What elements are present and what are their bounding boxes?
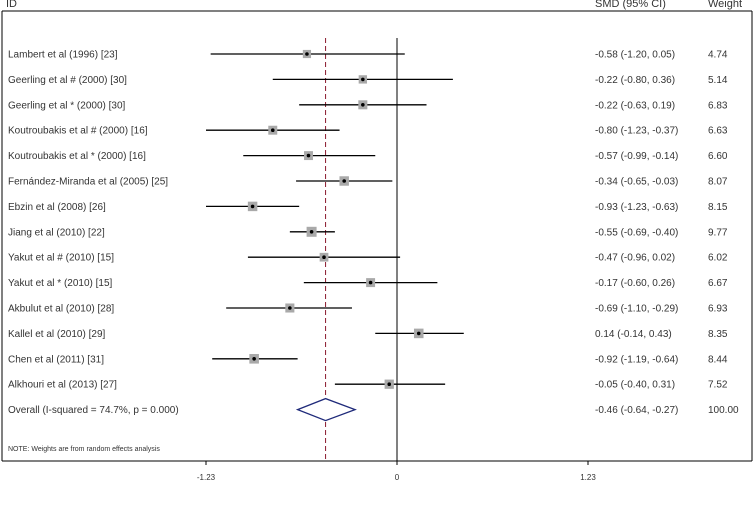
point-estimate: [361, 103, 365, 107]
point-estimate: [306, 153, 311, 158]
effect-ci-text: -0.47 (-0.96, 0.02): [595, 253, 675, 264]
study-row: Alkhouri et al (2013) [27] -0.05 (-0.40, …: [8, 379, 728, 391]
effect-ci-text: 0.14 (-0.14, 0.43): [595, 329, 672, 340]
overall-label: Overall (I-squared = 74.7%, p = 0.000): [8, 405, 179, 416]
study-row: Fernández-Miranda et al (2005) [25] -0.34…: [8, 176, 728, 188]
study-label: Yakut et al * (2010) [15]: [8, 278, 113, 289]
effect-ci-text: -0.17 (-0.60, 0.26): [595, 278, 675, 289]
x-tick-label: -1.23: [197, 473, 216, 482]
point-estimate: [361, 77, 365, 82]
study-row: Ebzin et al (2008) [26] -0.93 (-1.23, -0.…: [8, 201, 728, 213]
study-row: Lambert et al (1996) [23] -0.58 (-1.20, 0…: [8, 50, 728, 61]
point-estimate: [342, 179, 347, 183]
point-estimate: [322, 255, 326, 259]
weight-text: 7.52: [708, 380, 728, 391]
effect-ci-text: -0.58 (-1.20, 0.05): [595, 50, 675, 61]
study-label: Fernández-Miranda et al (2005) [25]: [8, 177, 168, 188]
effect-ci-text: -0.34 (-0.65, -0.03): [595, 177, 678, 188]
point-estimate: [252, 357, 256, 361]
plot-frame: [1, 10, 753, 462]
header-smd: SMD (95% CI): [595, 0, 666, 10]
weight-text: 6.02: [708, 253, 728, 264]
effect-ci-text: -0.55 (-0.69, -0.40): [595, 227, 678, 238]
weight-text: 6.83: [708, 100, 728, 111]
study-row: Chen et al (2011) [31] -0.92 (-1.19, -0.6…: [8, 354, 728, 365]
study-label: Akbulut et al (2010) [28]: [8, 304, 114, 315]
point-estimate: [288, 306, 292, 310]
study-label: Ebzin et al (2008) [26]: [8, 202, 106, 213]
study-label: Geerling et al # (2000) [30]: [8, 75, 127, 86]
study-label: Alkhouri et al (2013) [27]: [8, 380, 117, 391]
x-axis: -1.23 0 1.23: [197, 461, 596, 482]
weight-text: 6.67: [708, 278, 728, 289]
overall-weight-text: 100.00: [708, 405, 739, 416]
study-row: Kallel et al (2010) [29] 0.14 (-0.14, 0.4…: [8, 328, 728, 340]
study-row: Akbulut et al (2010) [28] -0.69 (-1.10, -…: [8, 303, 728, 315]
weight-text: 8.07: [708, 177, 728, 188]
weight-text: 9.77: [708, 227, 728, 238]
weights-note: NOTE: Weights are from random effects an…: [8, 446, 160, 453]
study-row: Koutroubakis et al # (2000) [16] -0.80 (-…: [8, 126, 728, 137]
effect-ci-text: -0.05 (-0.40, 0.31): [595, 380, 675, 391]
weight-text: 5.14: [708, 75, 728, 86]
study-label: Yakut et al # (2010) [15]: [8, 253, 114, 264]
point-estimate: [368, 280, 373, 285]
x-tick-label: 0: [395, 473, 400, 482]
overall-row: Overall (I-squared = 74.7%, p = 0.000) -0…: [8, 397, 739, 422]
header-id: ID: [6, 0, 17, 10]
weight-text: 8.44: [708, 354, 728, 365]
column-headers: ID SMD (95% CI) Weight: [6, 0, 742, 10]
effect-ci-text: -0.92 (-1.19, -0.64): [595, 354, 678, 365]
study-row: Koutroubakis et al * (2000) [16] -0.57 (-…: [8, 151, 728, 162]
point-estimate: [416, 331, 421, 336]
overall-ci-text: -0.46 (-0.64, -0.27): [595, 405, 678, 416]
study-label: Chen et al (2011) [31]: [8, 354, 104, 365]
effect-ci-text: -0.57 (-0.99, -0.14): [595, 151, 678, 162]
overall-diamond: [295, 397, 357, 422]
weight-text: 8.15: [708, 202, 728, 213]
effect-ci-text: -0.93 (-1.23, -0.63): [595, 202, 678, 213]
point-estimate: [250, 204, 255, 209]
effect-ci-text: -0.22 (-0.63, 0.19): [595, 100, 675, 111]
point-estimate: [305, 52, 309, 56]
weight-text: 6.93: [708, 304, 728, 315]
effect-ci-text: -0.80 (-1.23, -0.37): [595, 126, 678, 137]
study-label: Lambert et al (1996) [23]: [8, 50, 118, 61]
study-label: Jiang et al (2010) [22]: [8, 227, 105, 238]
study-label: Kallel et al (2010) [29]: [8, 329, 106, 340]
study-row: Geerling et al * (2000) [30] -0.22 (-0.63…: [8, 100, 728, 111]
study-row: Jiang et al (2010) [22] -0.55 (-0.69, -0.…: [8, 226, 728, 238]
x-tick-label: 1.23: [580, 473, 596, 482]
weight-text: 6.63: [708, 126, 728, 137]
weight-text: 4.74: [708, 50, 728, 61]
point-estimate: [387, 382, 392, 387]
reference-lines: [325, 38, 398, 461]
effect-ci-text: -0.69 (-1.10, -0.29): [595, 304, 678, 315]
study-rows: Lambert et al (1996) [23] -0.58 (-1.20, 0…: [8, 50, 728, 391]
study-row: Yakut et al * (2010) [15] -0.17 (-0.60, 0…: [8, 278, 728, 289]
point-estimate: [309, 230, 314, 234]
study-label: Koutroubakis et al # (2000) [16]: [8, 126, 148, 137]
header-weight: Weight: [708, 0, 742, 10]
effect-ci-text: -0.22 (-0.80, 0.36): [595, 75, 675, 86]
study-label: Koutroubakis et al * (2000) [16]: [8, 151, 146, 162]
weight-text: 8.35: [708, 329, 728, 340]
study-label: Geerling et al * (2000) [30]: [8, 100, 126, 111]
point-estimate: [270, 128, 275, 132]
study-row: Yakut et al # (2010) [15] -0.47 (-0.96, 0…: [8, 253, 728, 264]
study-row: Geerling et al # (2000) [30] -0.22 (-0.80…: [8, 75, 728, 86]
weight-text: 6.60: [708, 151, 728, 162]
